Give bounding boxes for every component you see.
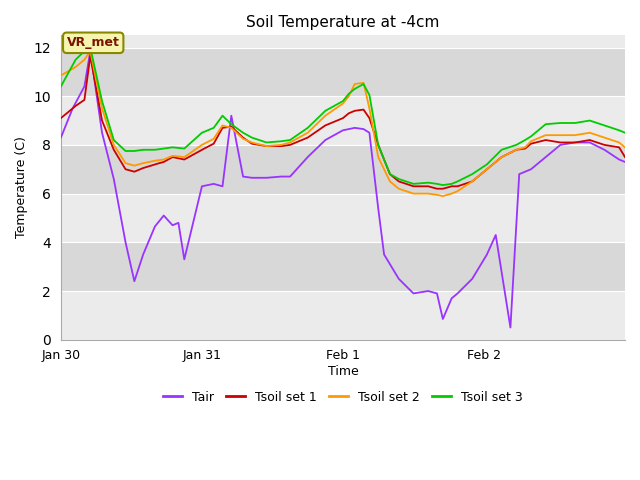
Bar [61,96,625,145]
Text: VR_met: VR_met [67,36,120,49]
X-axis label: Time: Time [328,365,358,378]
Bar [61,291,625,340]
Bar [61,193,625,242]
Legend: Tair, Tsoil set 1, Tsoil set 2, Tsoil set 3: Tair, Tsoil set 1, Tsoil set 2, Tsoil se… [158,385,528,408]
Y-axis label: Temperature (C): Temperature (C) [15,137,28,239]
Bar [61,145,625,193]
Bar [61,48,625,96]
Bar [61,242,625,291]
Title: Soil Temperature at -4cm: Soil Temperature at -4cm [246,15,440,30]
